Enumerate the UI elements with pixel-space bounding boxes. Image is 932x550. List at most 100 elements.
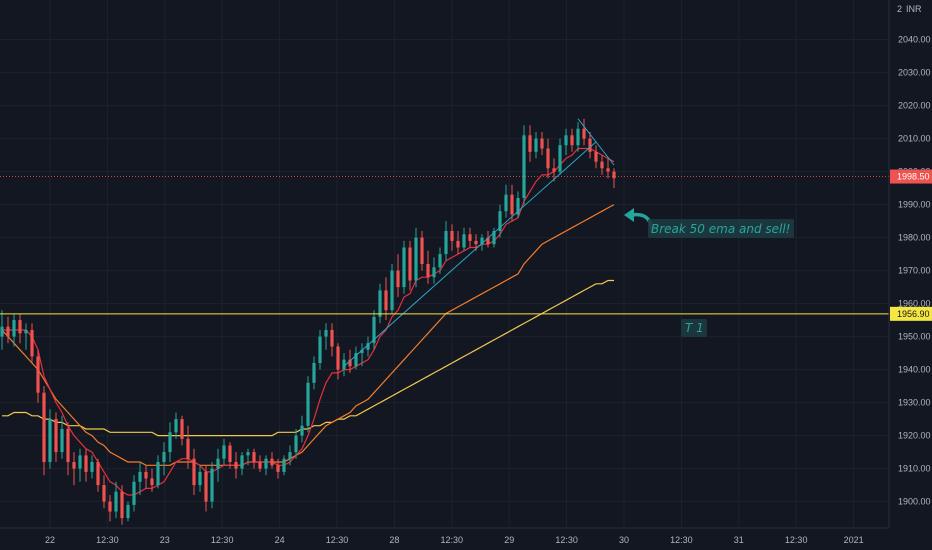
candle-body (330, 330, 334, 347)
candle (0, 310, 4, 350)
candle-body (570, 135, 574, 146)
candle (378, 283, 382, 324)
candle (240, 452, 244, 476)
candle-body (252, 452, 256, 462)
candle (216, 448, 220, 482)
candle-body (420, 237, 424, 264)
candle-body (78, 455, 82, 469)
candle-body (588, 138, 592, 152)
level-price-tag-label: 1956.90 (897, 309, 930, 319)
candle (156, 455, 160, 489)
candle-body (576, 128, 580, 146)
candle (300, 415, 304, 443)
candle-body (300, 425, 304, 436)
candle-body (564, 135, 568, 146)
candle (288, 445, 292, 466)
candle-body (474, 240, 478, 245)
candle (462, 227, 466, 251)
candle-body (96, 462, 100, 486)
price-axis-background (889, 0, 932, 528)
candle (48, 409, 52, 469)
price-tick-labels: 1900.00 1910.00 1920.00 1930.00 1940.00 1950.… (898, 35, 931, 507)
time-tick-label: 12:30 (441, 535, 464, 545)
candle-body (48, 419, 52, 462)
candle (342, 353, 346, 377)
candle-body (108, 501, 112, 512)
candle-body (12, 320, 16, 337)
trendlines (343, 118, 615, 367)
time-axis[interactable]: 22 12:30 23 12:30 24 12:30 28 12:30 29 12:30 30 12:… (0, 527, 932, 550)
candle (36, 349, 40, 403)
price-tags: 1998.50 1956.90 (890, 169, 932, 321)
candle-body (150, 478, 154, 486)
candle-body (294, 435, 298, 453)
price-tick-label: 1940.00 (898, 365, 931, 375)
price-tick-label: 1910.00 (898, 464, 931, 474)
candle (306, 376, 310, 433)
trendline[interactable] (343, 141, 597, 367)
price-tick-label: 1970.00 (898, 266, 931, 276)
currency-badge[interactable]: INR (906, 4, 922, 14)
candle-body (84, 455, 88, 472)
candle-body (90, 462, 94, 472)
candle-body (534, 138, 538, 152)
candle (576, 122, 580, 152)
candle (270, 452, 274, 469)
candle (78, 448, 82, 482)
candle-body (282, 458, 286, 472)
time-tick-label: 28 (389, 535, 399, 545)
candle (294, 429, 298, 459)
time-tick-label: 2021 (844, 535, 864, 545)
candle (84, 448, 88, 482)
candle-body (492, 231, 496, 245)
candle (312, 356, 316, 390)
candle (504, 184, 508, 218)
candle-body (66, 429, 70, 462)
candle (276, 458, 280, 479)
candle-body (228, 445, 232, 462)
price-axis[interactable]: 2 INR 1900.00 1910.00 1920.00 1930.00 1940.0… (888, 0, 932, 528)
candle (162, 442, 166, 476)
candle-body (402, 247, 406, 288)
candle (198, 465, 202, 492)
candle-body (438, 254, 442, 268)
candle (30, 323, 34, 363)
time-tick-label: 12:30 (326, 535, 349, 545)
candle-body (138, 471, 142, 482)
candle (264, 455, 268, 476)
candle-body (264, 458, 268, 469)
candle (144, 465, 148, 489)
candle (498, 204, 502, 238)
candle (12, 313, 16, 347)
price-levels (0, 176, 889, 315)
arrow-head-icon (624, 208, 634, 222)
candle (522, 125, 526, 205)
candles (0, 118, 616, 525)
candle (612, 168, 616, 189)
price-tick-label: 1990.00 (898, 200, 931, 210)
target-label-box (681, 319, 707, 337)
candle (516, 191, 520, 218)
candle (402, 240, 406, 294)
time-tick-label: 12:30 (96, 535, 119, 545)
price-tick-label: 2040.00 (898, 35, 931, 45)
candle (396, 254, 400, 297)
candle (510, 184, 514, 222)
time-tick-label: 22 (45, 535, 55, 545)
candle-body (336, 346, 340, 370)
candle-body (246, 452, 250, 456)
candle-body (426, 264, 430, 278)
trendline[interactable] (577, 118, 615, 166)
time-tick-labels: 22 12:30 23 12:30 24 12:30 28 12:30 29 12:30 30 12:… (45, 535, 864, 545)
candle (588, 132, 592, 159)
candle (474, 234, 478, 251)
candle-body (414, 237, 418, 281)
candle (138, 462, 142, 495)
candle-body (6, 326, 10, 337)
candle-body (462, 234, 466, 248)
candle (132, 475, 136, 512)
candle (372, 310, 376, 350)
candle (408, 240, 412, 291)
